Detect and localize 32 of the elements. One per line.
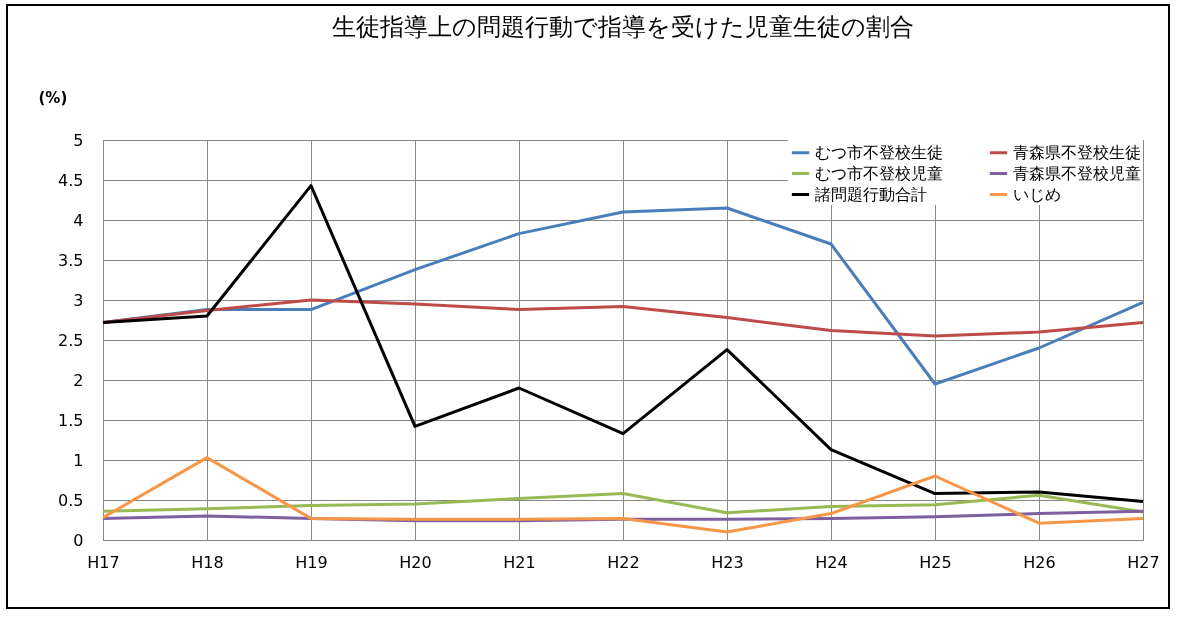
legend-label: いじめ	[1013, 184, 1061, 204]
y-tick-label: 2.5	[58, 330, 84, 350]
x-tick-label: H18	[191, 552, 224, 572]
chart-title: 生徒指導上の問題行動で指導を受けた児童生徒の割合	[332, 13, 914, 41]
legend-label: むつ市不登校生徒	[815, 142, 943, 162]
x-tick-label: H22	[607, 552, 640, 572]
x-tick-label: H24	[815, 552, 848, 572]
x-tick-label: H19	[295, 552, 328, 572]
x-tick-label: H17	[87, 552, 120, 572]
y-axis-title: (%)	[38, 88, 68, 107]
y-tick-label: 0	[73, 530, 84, 550]
y-tick-label: 1.5	[58, 410, 84, 430]
x-tick-label: H27	[1127, 552, 1160, 572]
x-tick-label: H20	[399, 552, 432, 572]
line-series	[101, 184, 1145, 504]
line-series	[101, 456, 1145, 534]
y-tick-label: 4.5	[58, 170, 84, 190]
y-tick-label: 3.5	[58, 250, 84, 270]
y-tick-label: 0.5	[58, 490, 84, 510]
x-tick-label: H23	[711, 552, 744, 572]
y-tick-label: 3	[73, 290, 84, 310]
legend-label: 諸問題行動合計	[815, 184, 927, 204]
legend-label: 青森県不登校児童	[1013, 163, 1141, 183]
x-tick-label: H25	[919, 552, 952, 572]
x-tick-label: H26	[1023, 552, 1056, 572]
y-tick-label: 2	[73, 370, 84, 390]
y-tick-label: 5	[73, 130, 84, 150]
legend-label: 青森県不登校生徒	[1013, 142, 1141, 162]
x-tick-label: H21	[503, 552, 536, 572]
y-tick-label: 1	[73, 450, 84, 470]
legend-label: むつ市不登校児童	[815, 163, 943, 183]
y-tick-label: 4	[73, 210, 84, 230]
